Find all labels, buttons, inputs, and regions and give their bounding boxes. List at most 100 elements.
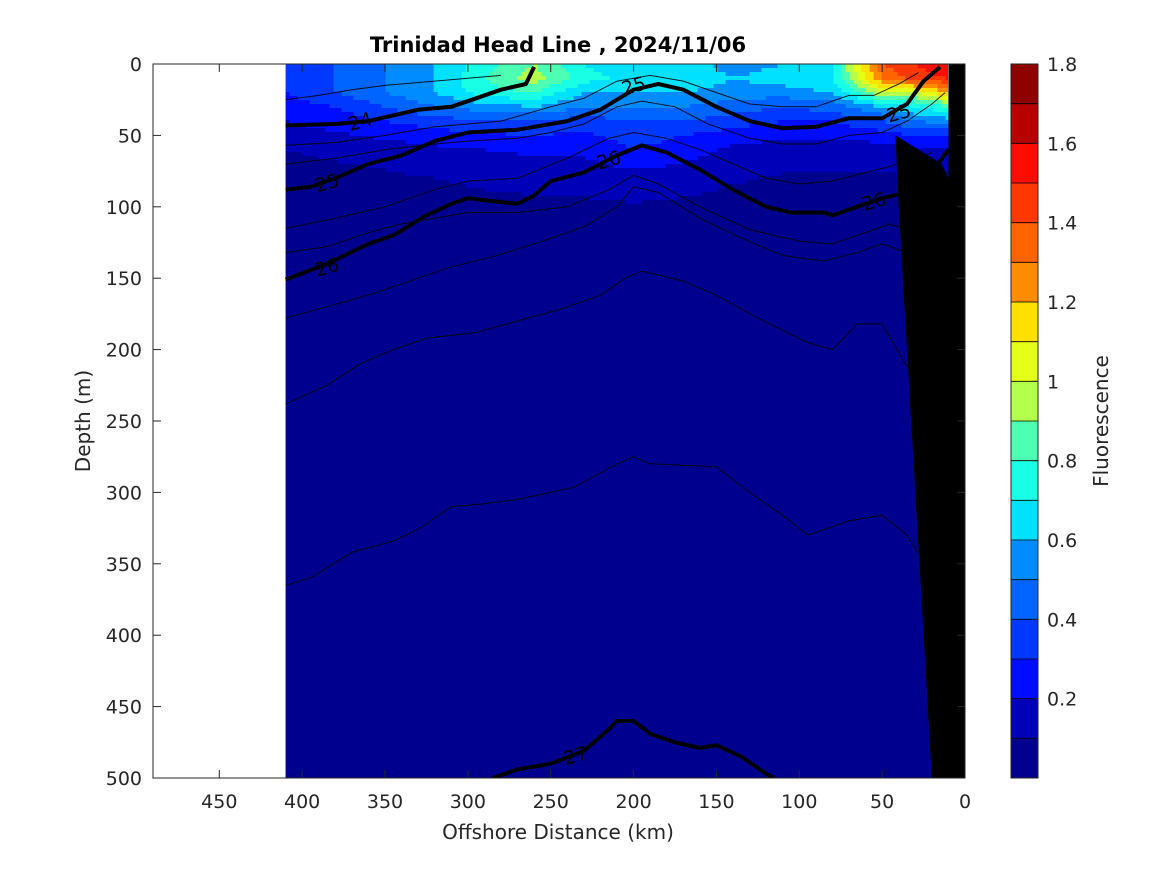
heatmap-cell [822, 68, 827, 73]
heatmap-cell [674, 160, 679, 165]
heatmap-cell [566, 148, 571, 153]
heatmap-cell [530, 164, 535, 169]
heatmap-cell [442, 68, 447, 73]
heatmap-cell [778, 80, 783, 85]
heatmap-cell [742, 96, 747, 101]
heatmap-cell [670, 64, 675, 69]
heatmap-cell [594, 128, 599, 133]
heatmap-cell [646, 160, 651, 165]
heatmap-cell [502, 136, 507, 141]
heatmap-cell [878, 148, 883, 153]
heatmap-cell [442, 100, 447, 105]
heatmap-cell [710, 64, 715, 69]
heatmap-cell [630, 112, 635, 117]
heatmap-cell [402, 124, 407, 129]
heatmap-cell [518, 172, 523, 177]
heatmap-cell [774, 92, 779, 97]
heatmap-cell [514, 148, 519, 153]
heatmap-cell [770, 136, 775, 141]
heatmap-cell [506, 104, 511, 109]
heatmap-cell [710, 76, 715, 81]
heatmap-cell [930, 84, 935, 89]
heatmap-cell [846, 72, 851, 77]
heatmap-cell [750, 140, 755, 145]
heatmap-cell [362, 64, 367, 69]
heatmap-cell [786, 160, 791, 165]
heatmap-cell [394, 164, 399, 169]
heatmap-cell [362, 140, 367, 145]
heatmap-cell [298, 84, 303, 89]
heatmap-cell [886, 96, 891, 101]
heatmap-cell [438, 84, 443, 89]
heatmap-cell [486, 100, 491, 105]
heatmap-cell [534, 100, 539, 105]
heatmap-cell [406, 136, 411, 141]
heatmap-cell [510, 132, 515, 137]
heatmap-cell [626, 68, 631, 73]
heatmap-cell [862, 176, 867, 181]
heatmap-cell [290, 148, 295, 153]
heatmap-cell [546, 168, 551, 173]
heatmap-cell [786, 96, 791, 101]
heatmap-cell [874, 120, 879, 125]
heatmap-cell [410, 100, 415, 105]
heatmap-cell [558, 140, 563, 145]
heatmap-cell [394, 104, 399, 109]
heatmap-cell [934, 76, 939, 81]
heatmap-cell [922, 124, 927, 129]
heatmap-cell [458, 120, 463, 125]
heatmap-cell [362, 156, 367, 161]
heatmap-cell [742, 148, 747, 153]
heatmap-cell [870, 68, 875, 73]
heatmap-cell [498, 168, 503, 173]
heatmap-cell [794, 68, 799, 73]
heatmap-cell [726, 176, 731, 181]
heatmap-cell [538, 172, 543, 177]
heatmap-cell [486, 156, 491, 161]
heatmap-cell [762, 128, 767, 133]
heatmap-cell [462, 172, 467, 177]
heatmap-cell [554, 92, 559, 97]
heatmap-cell [290, 132, 295, 137]
heatmap-cell [734, 120, 739, 125]
heatmap-cell [662, 180, 667, 185]
heatmap-cell [330, 116, 335, 121]
heatmap-cell [338, 132, 343, 137]
heatmap-cell [458, 76, 463, 81]
heatmap-cell [818, 152, 823, 157]
heatmap-cell [746, 144, 751, 149]
heatmap-cell [358, 84, 363, 89]
heatmap-cell [394, 76, 399, 81]
heatmap-cell [418, 156, 423, 161]
heatmap-cell [318, 128, 323, 133]
heatmap-cell [642, 160, 647, 165]
heatmap-cell [526, 88, 531, 93]
heatmap-cell [806, 72, 811, 77]
heatmap-cell [606, 124, 611, 129]
heatmap-cell [318, 116, 323, 121]
heatmap-cell [330, 144, 335, 149]
heatmap-cell [906, 68, 911, 73]
heatmap-cell [726, 76, 731, 81]
heatmap-cell [398, 128, 403, 133]
heatmap-cell [714, 164, 719, 169]
heatmap-cell [314, 76, 319, 81]
heatmap-cell [670, 176, 675, 181]
heatmap-cell [566, 68, 571, 73]
heatmap-cell [354, 92, 359, 97]
heatmap-cell [678, 176, 683, 181]
heatmap-cell [306, 168, 311, 173]
heatmap-cell [710, 96, 715, 101]
heatmap-cell [598, 128, 603, 133]
heatmap-cell [686, 152, 691, 157]
heatmap-cell [286, 88, 291, 93]
heatmap-cell [850, 84, 855, 89]
heatmap-cell [606, 140, 611, 145]
heatmap-cell [942, 72, 947, 77]
heatmap-cell [386, 164, 391, 169]
heatmap-cell [670, 68, 675, 73]
heatmap-cell [814, 164, 819, 169]
heatmap-cell [782, 108, 787, 113]
heatmap-cell [306, 80, 311, 85]
heatmap-cell [874, 64, 879, 69]
